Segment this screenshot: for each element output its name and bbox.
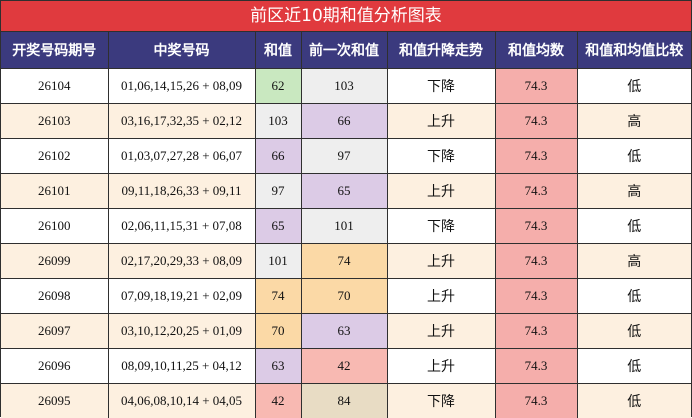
average-cell: 74.3 <box>495 349 577 384</box>
chart-title: 前区近10期和值分析图表 <box>1 1 691 32</box>
trend-cell: 上升 <box>387 314 495 349</box>
numbers-cell: 09,11,18,26,33 + 09,11 <box>108 174 255 209</box>
numbers-cell: 01,03,07,27,28 + 06,07 <box>108 139 255 174</box>
sum-cell: 101 <box>255 244 301 279</box>
prev-sum-cell: 42 <box>301 349 387 384</box>
sum-cell: 65 <box>255 209 301 244</box>
column-header-numbers: 中奖号码 <box>108 32 255 69</box>
sum-cell: 42 <box>255 384 301 418</box>
compare-cell: 低 <box>577 314 691 349</box>
prev-sum-cell: 97 <box>301 139 387 174</box>
column-header-period: 开奖号码期号 <box>1 32 108 69</box>
sum-cell: 62 <box>255 69 301 104</box>
trend-cell: 上升 <box>387 104 495 139</box>
trend-cell: 下降 <box>387 69 495 104</box>
trend-cell: 上升 <box>387 349 495 384</box>
compare-cell: 低 <box>577 384 691 418</box>
period-cell: 26100 <box>1 209 108 244</box>
average-cell: 74.3 <box>495 69 577 104</box>
period-cell: 26101 <box>1 174 108 209</box>
column-header-compare: 和值和均值比较 <box>577 32 691 69</box>
sum-cell: 63 <box>255 349 301 384</box>
sum-cell: 74 <box>255 279 301 314</box>
average-cell: 74.3 <box>495 139 577 174</box>
prev-sum-cell: 63 <box>301 314 387 349</box>
prev-sum-cell: 84 <box>301 384 387 418</box>
trend-cell: 下降 <box>387 384 495 418</box>
average-cell: 74.3 <box>495 104 577 139</box>
trend-cell: 下降 <box>387 209 495 244</box>
sum-cell: 66 <box>255 139 301 174</box>
average-cell: 74.3 <box>495 314 577 349</box>
numbers-cell: 02,17,20,29,33 + 08,09 <box>108 244 255 279</box>
numbers-cell: 02,06,11,15,31 + 07,08 <box>108 209 255 244</box>
prev-sum-cell: 103 <box>301 69 387 104</box>
average-cell: 74.3 <box>495 279 577 314</box>
column-header-sum: 和值 <box>255 32 301 69</box>
period-cell: 26103 <box>1 104 108 139</box>
compare-cell: 高 <box>577 174 691 209</box>
prev-sum-cell: 101 <box>301 209 387 244</box>
period-cell: 26102 <box>1 139 108 174</box>
column-header-average: 和值均数 <box>495 32 577 69</box>
numbers-cell: 01,06,14,15,26 + 08,09 <box>108 69 255 104</box>
table-header-row: 开奖号码期号 中奖号码 和值 前一次和值 和值升降走势 和值均数 和值和均值比较 <box>1 32 691 69</box>
numbers-cell: 03,16,17,32,35 + 02,12 <box>108 104 255 139</box>
numbers-cell: 04,06,08,10,14 + 04,05 <box>108 384 255 418</box>
trend-cell: 上升 <box>387 174 495 209</box>
average-cell: 74.3 <box>495 384 577 418</box>
period-cell: 26104 <box>1 69 108 104</box>
average-cell: 74.3 <box>495 244 577 279</box>
trend-cell: 上升 <box>387 279 495 314</box>
prev-sum-cell: 70 <box>301 279 387 314</box>
period-cell: 26099 <box>1 244 108 279</box>
compare-cell: 高 <box>577 244 691 279</box>
average-cell: 74.3 <box>495 209 577 244</box>
sum-cell: 70 <box>255 314 301 349</box>
prev-sum-cell: 65 <box>301 174 387 209</box>
compare-cell: 低 <box>577 279 691 314</box>
sum-analysis-table: 开奖号码期号 中奖号码 和值 前一次和值 和值升降走势 和值均数 和值和均值比较… <box>1 32 691 418</box>
compare-cell: 低 <box>577 209 691 244</box>
trend-cell: 下降 <box>387 139 495 174</box>
sum-cell: 97 <box>255 174 301 209</box>
column-header-prev-sum: 前一次和值 <box>301 32 387 69</box>
sum-cell: 103 <box>255 104 301 139</box>
average-cell: 74.3 <box>495 174 577 209</box>
column-header-trend: 和值升降走势 <box>387 32 495 69</box>
period-cell: 26098 <box>1 279 108 314</box>
compare-cell: 低 <box>577 349 691 384</box>
prev-sum-cell: 66 <box>301 104 387 139</box>
period-cell: 26096 <box>1 349 108 384</box>
prev-sum-cell: 74 <box>301 244 387 279</box>
period-cell: 26095 <box>1 384 108 418</box>
compare-cell: 低 <box>577 139 691 174</box>
trend-cell: 上升 <box>387 244 495 279</box>
period-cell: 26097 <box>1 314 108 349</box>
compare-cell: 低 <box>577 69 691 104</box>
compare-cell: 高 <box>577 104 691 139</box>
numbers-cell: 07,09,18,19,21 + 02,09 <box>108 279 255 314</box>
numbers-cell: 08,09,10,11,25 + 04,12 <box>108 349 255 384</box>
numbers-cell: 03,10,12,20,25 + 01,09 <box>108 314 255 349</box>
